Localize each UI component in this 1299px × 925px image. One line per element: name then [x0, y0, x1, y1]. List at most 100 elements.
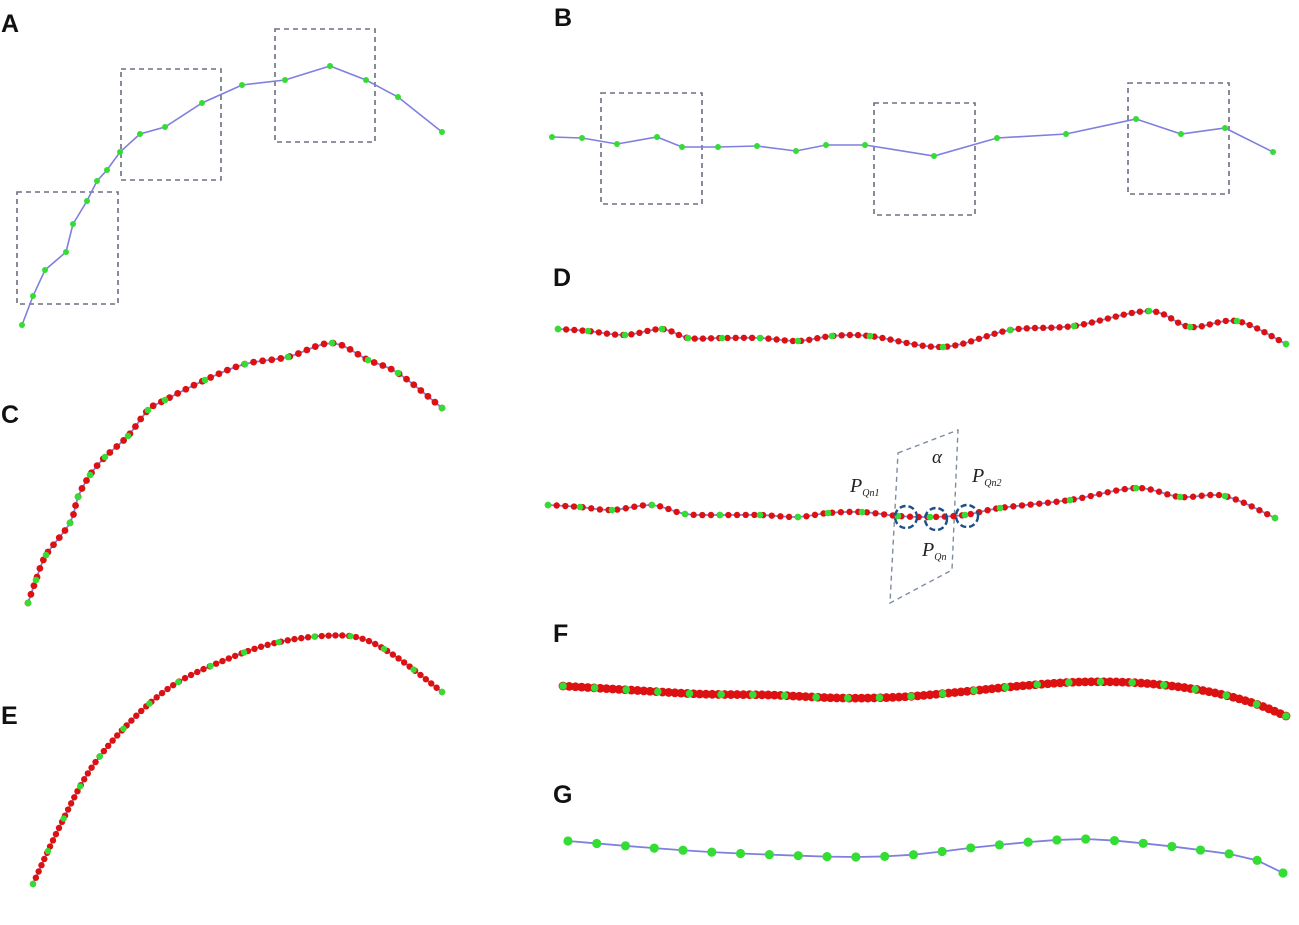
control-point [1195, 845, 1206, 855]
interpolated-point [903, 339, 910, 347]
control-point [559, 682, 567, 690]
control-point [1145, 307, 1153, 315]
control-point [961, 511, 969, 519]
interpolated-point [52, 830, 60, 838]
interpolated-point [410, 381, 418, 389]
control-point [1109, 835, 1120, 846]
control-point [938, 689, 947, 698]
control-point [137, 131, 143, 137]
interpolated-point [1036, 500, 1043, 507]
control-point [275, 638, 282, 646]
control-point [1052, 835, 1062, 845]
selection-box [873, 102, 976, 216]
interpolated-point [822, 333, 829, 340]
control-point [1278, 868, 1288, 878]
interpolated-point [395, 655, 402, 662]
control-point [96, 752, 104, 760]
interpolated-point [1053, 498, 1060, 505]
interpolated-point [701, 689, 711, 699]
interpolated-point [1061, 497, 1069, 504]
control-point [608, 506, 616, 514]
interpolated-point [765, 335, 772, 342]
interpolated-point [1074, 677, 1084, 687]
interpolated-point [803, 513, 810, 520]
interpolated-point [571, 682, 580, 692]
interpolated-point [673, 508, 680, 516]
selection-box [600, 92, 703, 205]
interpolated-point [133, 712, 140, 719]
control-point [828, 332, 836, 340]
interpolated-point [983, 333, 990, 340]
control-point [1066, 496, 1074, 504]
interpolated-point [30, 582, 38, 590]
interpolated-point [636, 329, 643, 336]
control-point [718, 334, 726, 342]
control-point [707, 847, 717, 857]
interpolated-point [132, 423, 139, 430]
control-point [793, 851, 803, 861]
control-point [1023, 837, 1033, 847]
interpolated-point [55, 534, 63, 542]
control-point [851, 852, 861, 862]
interpolated-point [1246, 321, 1253, 329]
control-point [144, 406, 152, 414]
interpolated-point [304, 634, 312, 641]
interpolated-point [927, 343, 935, 350]
interpolated-point [1118, 677, 1127, 687]
interpolated-point [1044, 499, 1052, 506]
panel-f-diagram [558, 677, 1291, 721]
interpolated-point [733, 511, 741, 519]
interpolated-point [726, 690, 736, 699]
neighbor-marker-circle [954, 503, 980, 529]
control-point [843, 694, 852, 702]
interpolated-point [1189, 493, 1197, 500]
interpolated-point [863, 693, 873, 703]
interpolated-point [207, 374, 215, 381]
interpolated-point [1256, 507, 1263, 514]
interpolated-point [656, 503, 664, 510]
interpolated-point [695, 689, 705, 699]
interpolated-point [577, 682, 587, 692]
interpolated-point [1174, 319, 1182, 326]
control-point [70, 221, 76, 227]
interpolated-point [1261, 328, 1268, 336]
interpolated-point [431, 398, 439, 406]
control-point [592, 838, 602, 849]
control-point [42, 551, 50, 559]
interpolated-point [906, 513, 914, 520]
control-point [1282, 340, 1290, 348]
control-point [84, 198, 90, 204]
interpolated-point [707, 335, 715, 342]
interpolated-point [707, 689, 717, 699]
control-point [66, 519, 74, 527]
interpolated-point [294, 350, 302, 357]
control-point [715, 144, 721, 150]
interpolated-point [182, 385, 190, 393]
interpolated-point [699, 511, 706, 519]
control-point [1070, 322, 1078, 330]
control-point [284, 353, 292, 361]
control-point [395, 94, 401, 100]
interpolated-point [422, 676, 430, 683]
selection-box [274, 28, 376, 143]
interpolated-point [1096, 490, 1103, 498]
control-point [1063, 131, 1069, 137]
interpolated-point [768, 512, 775, 519]
control-point [880, 851, 890, 862]
control-point [794, 337, 802, 345]
control-point [239, 82, 245, 88]
interpolated-point [691, 335, 698, 342]
interpolated-point [1198, 492, 1205, 499]
control-point [654, 134, 660, 140]
interpolated-point [707, 511, 715, 519]
interpolated-point [1039, 324, 1047, 332]
interpolated-point [633, 686, 642, 695]
p-qn2-label: PQn2 [971, 465, 1001, 489]
control-point [201, 376, 209, 384]
p-qn1-label: PQn1 [849, 475, 879, 499]
interpolated-point [1096, 317, 1104, 324]
interpolated-point [264, 641, 271, 649]
interpolated-point [424, 392, 432, 400]
interpolated-point [788, 691, 798, 701]
interpolated-point [187, 671, 195, 679]
